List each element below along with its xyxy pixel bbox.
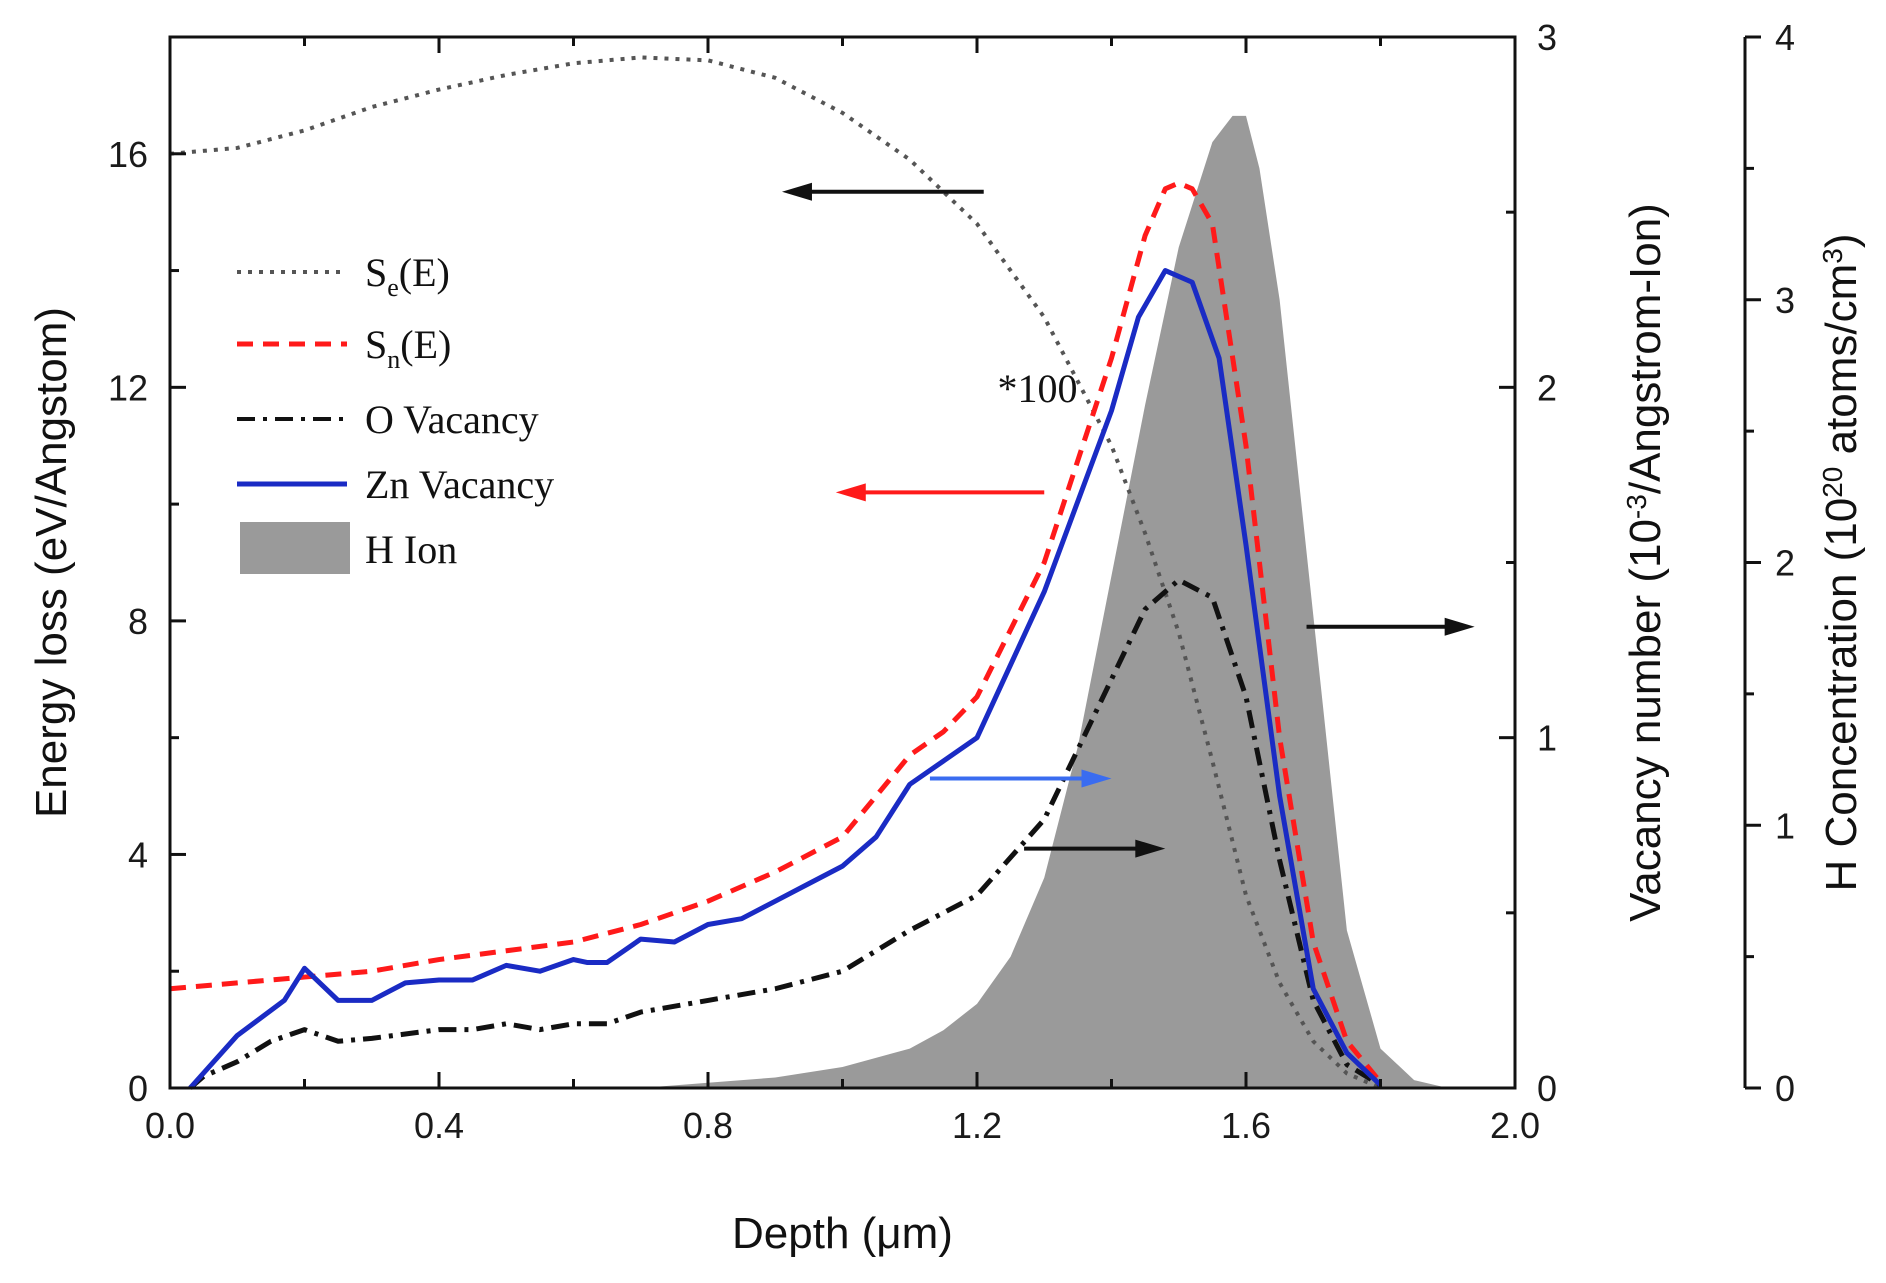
arrow-layer [781,182,1475,858]
left-tick-label: 8 [128,601,148,642]
x-tick-label: 0.0 [145,1105,195,1146]
line-layer [169,55,1383,1090]
x-tick-label: 2.0 [1490,1105,1540,1146]
scale-annotation: *100 [998,366,1078,411]
legend-label-sn: Sn(E) [365,322,451,374]
series-line-se-e- [169,55,1382,1090]
legend-label-h-ion: H Ion [365,527,457,572]
left-tick-label: 0 [128,1068,148,1109]
left-axis-title: Energy loss (eV/Angstom) [27,307,76,818]
left-tick-label: 16 [108,134,148,175]
legend-swatch-h-ion [240,522,350,574]
h-conc-tick-label: 3 [1775,280,1795,321]
arrow-1 [835,483,1045,502]
x-tick-label: 0.8 [683,1105,733,1146]
h-conc-tick-label: 4 [1775,17,1795,58]
area-layer [640,115,1515,1088]
x-axis-title: Depth (μm) [732,1209,953,1258]
x-tick-label: 0.4 [414,1105,464,1146]
legend-label-o-vacancy: O Vacancy [365,397,539,442]
vacancy-tick-label: 0 [1537,1068,1557,1109]
x-tick-label: 1.6 [1221,1105,1271,1146]
legend-label-se: Se(E) [365,250,450,302]
h-concentration-axis-title: H Concentration (1020 atoms/cm3) [1817,233,1866,891]
left-tick-label: 4 [128,834,148,875]
h-conc-tick-label: 0 [1775,1068,1795,1109]
legend: Se(E) Sn(E) O Vacancy Zn Vacancy H Ion [237,250,554,574]
series-line-zn-vacancy [188,268,1383,1090]
vacancy-tick-label: 1 [1537,718,1557,759]
series-area-h-ion [640,115,1515,1088]
vacancy-tick-label: 2 [1537,367,1557,408]
arrow-0 [781,182,984,201]
legend-label-zn-vacancy: Zn Vacancy [365,462,554,507]
vacancy-tick-label: 3 [1537,17,1557,58]
arrow-2 [929,769,1112,788]
series-line-sn-e- [169,180,1383,1084]
h-conc-tick-label: 2 [1775,543,1795,584]
series-line-o-vacancy [188,577,1382,1090]
arrow-4 [1306,617,1475,636]
left-tick-label: 12 [108,367,148,408]
x-tick-label: 1.2 [952,1105,1002,1146]
arrow-3 [1024,839,1166,858]
h-conc-tick-label: 1 [1775,805,1795,846]
vacancy-axis-title: Vacancy number (10-3/Angstrom-Ion) [1621,203,1670,922]
